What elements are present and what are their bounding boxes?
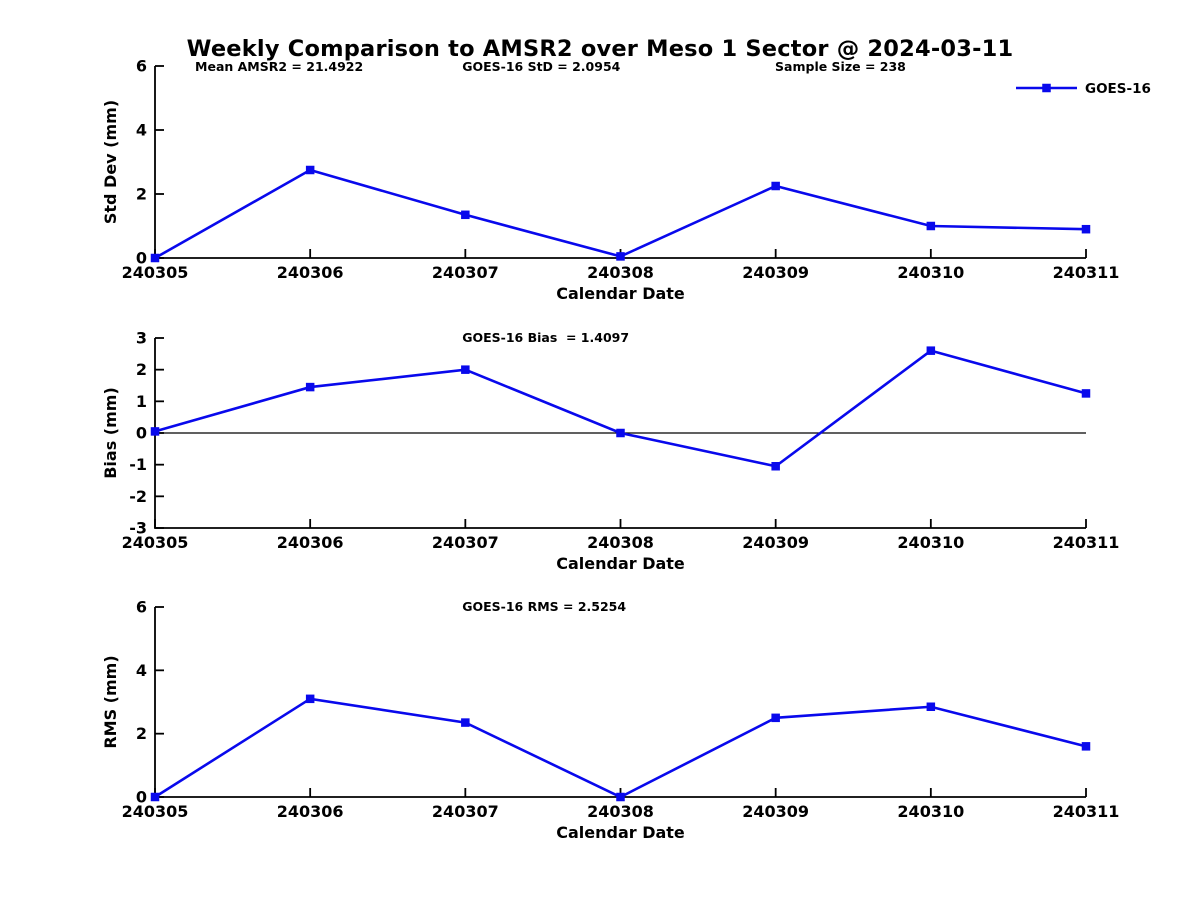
data-point-marker	[305, 382, 315, 392]
y-tick-label: 4	[136, 121, 147, 140]
data-point-marker	[150, 253, 160, 263]
y-tick-label: 0	[136, 788, 147, 807]
x-tick-label: 240305	[122, 802, 189, 821]
x-tick-label: 240305	[122, 533, 189, 552]
subplot-title: GOES-16 RMS = 2.5254	[462, 599, 626, 614]
x-tick-label: 240305	[122, 263, 189, 282]
y-tick-label: 2	[136, 724, 147, 743]
y-axis-label: Bias (mm)	[101, 387, 120, 479]
data-point-marker	[1081, 224, 1091, 234]
data-point-marker	[616, 792, 625, 802]
data-point-marker	[771, 181, 780, 191]
y-tick-label: -2	[129, 487, 147, 506]
data-line	[154, 697, 1087, 799]
x-tick-label: 240308	[587, 802, 654, 821]
legend-marker	[1042, 83, 1051, 93]
data-point-marker	[1081, 742, 1091, 751]
x-tick-label: 240308	[587, 533, 654, 552]
data-point-marker	[150, 792, 160, 802]
y-tick-label: 6	[136, 598, 147, 617]
stat-annotation: Mean AMSR2 = 21.4922	[195, 59, 363, 74]
y-tick-label: 4	[136, 661, 147, 680]
axis-spines	[154, 66, 1086, 259]
x-tick-label: 240311	[1053, 802, 1120, 821]
y-tick-label: 3	[136, 329, 147, 348]
legend-label: GOES-16	[1085, 81, 1151, 97]
x-tick-label: 240311	[1053, 263, 1120, 282]
data-point-marker	[616, 252, 625, 261]
y-tick-label: 0	[136, 424, 147, 443]
data-point-marker	[926, 221, 936, 231]
x-tick-label: 240308	[587, 263, 654, 282]
data-line	[154, 349, 1087, 468]
subplot-title: GOES-16 Bias = 1.4097	[462, 330, 629, 345]
x-axis-label: Calendar Date	[556, 554, 685, 573]
y-axis-label: Std Dev (mm)	[101, 100, 120, 224]
data-line	[154, 168, 1087, 260]
y-axis-label: RMS (mm)	[101, 655, 120, 748]
data-point-marker	[926, 346, 936, 355]
y-tick-label: 1	[136, 392, 147, 411]
data-point-marker	[150, 427, 160, 436]
data-point-marker	[771, 713, 780, 723]
data-point-marker	[461, 365, 470, 374]
axis-spines	[154, 607, 1086, 798]
y-tick-label: 6	[136, 57, 147, 76]
x-tick-label: 240306	[277, 802, 344, 821]
x-tick-label: 240311	[1053, 533, 1120, 552]
y-tick-label: 0	[136, 249, 147, 268]
stat-annotation: Sample Size = 238	[775, 59, 906, 74]
x-tick-label: 240310	[897, 263, 964, 282]
x-tick-label: 240309	[742, 263, 809, 282]
data-point-marker	[926, 702, 936, 711]
y-tick-label: -1	[129, 455, 147, 474]
x-tick-label: 240310	[897, 533, 964, 552]
y-tick-label: 2	[136, 360, 147, 379]
x-tick-label: 240307	[432, 802, 499, 821]
data-point-marker	[461, 210, 470, 220]
data-point-marker	[771, 462, 780, 471]
x-tick-label: 240307	[432, 533, 499, 552]
x-tick-label: 240310	[897, 802, 964, 821]
figure-title: Weekly Comparison to AMSR2 over Meso 1 S…	[186, 36, 1014, 62]
x-tick-label: 240309	[742, 802, 809, 821]
x-tick-label: 240309	[742, 533, 809, 552]
y-tick-label: -3	[129, 519, 147, 538]
stat-annotation: GOES-16 StD = 2.0954	[462, 59, 620, 74]
x-axis-label: Calendar Date	[556, 823, 685, 842]
data-point-marker	[1081, 389, 1091, 398]
x-tick-label: 240307	[432, 263, 499, 282]
data-point-marker	[305, 694, 315, 704]
data-point-marker	[305, 165, 315, 175]
data-point-marker	[461, 718, 470, 727]
y-tick-label: 2	[136, 185, 147, 204]
x-tick-label: 240306	[277, 263, 344, 282]
x-axis-label: Calendar Date	[556, 284, 685, 303]
x-tick-label: 240306	[277, 533, 344, 552]
data-point-marker	[616, 428, 625, 438]
